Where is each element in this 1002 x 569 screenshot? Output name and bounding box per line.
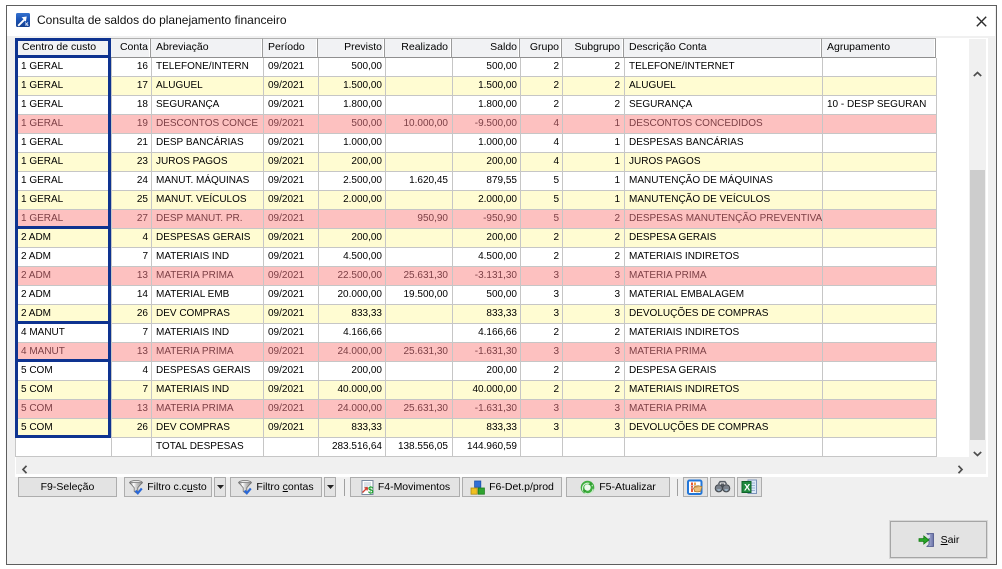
svg-text:$: $ (368, 485, 374, 495)
svg-text:X: X (744, 483, 751, 494)
